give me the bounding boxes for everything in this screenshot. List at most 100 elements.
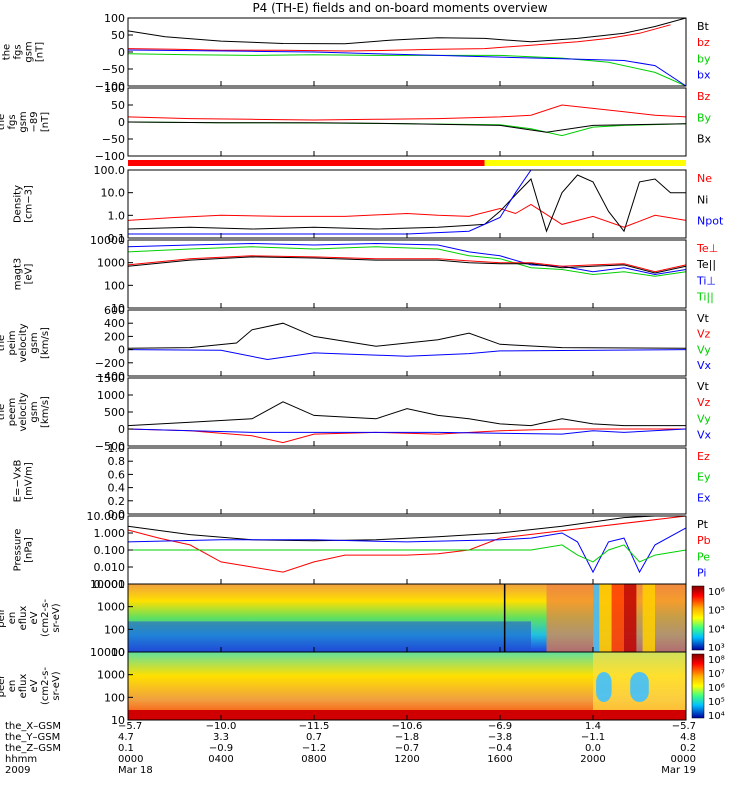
- legend-entry: bz: [697, 36, 710, 49]
- y-tick-label: 10.0: [101, 187, 126, 200]
- y-axis-label-line: gsm: [29, 332, 40, 353]
- spectrogram-band-4: [593, 584, 600, 652]
- y-axis-label-line: the: [2, 44, 13, 60]
- low-energy-band: [128, 621, 531, 652]
- y-tick-label: 1.0: [108, 442, 126, 455]
- legend-entry: Vt: [697, 380, 710, 393]
- spectrogram-band-2: [642, 584, 655, 652]
- spectrogram-blob-1: [630, 672, 649, 702]
- ephemeris-row-label: 2009: [5, 765, 30, 776]
- y-axis-label-line: eflux: [18, 674, 29, 699]
- y-tick-label: 0.4: [108, 482, 126, 495]
- y-tick-label: 100: [104, 12, 125, 25]
- ephemeris-value: −11.5: [299, 721, 330, 732]
- legend-entry: Ez: [697, 450, 710, 463]
- y-tick-label: 0.100: [94, 544, 126, 557]
- y-tick-label: 0.8: [108, 455, 126, 468]
- colorbar-tick-label: 10⁵: [708, 606, 725, 617]
- series-line-Ni: [127, 174, 686, 233]
- legend-entry: Ex: [697, 491, 711, 504]
- ephemeris-value: −0.9: [209, 743, 233, 754]
- ephemeris-value: −0.7: [395, 743, 419, 754]
- panel-eflux_i: 10⁶ 10⁵ 10⁴ 10³ 10000 1000 100 10 thepeireneflux…: [0, 578, 725, 659]
- colorbar-tick-label: 10³: [708, 643, 725, 654]
- legend-entry: Pb: [697, 534, 711, 547]
- y-axis-label: Density [cm−3]: [13, 185, 35, 223]
- y-axis-label: the peem velocity gsm [km/s]: [0, 392, 51, 431]
- ephemeris-row-label: hhmm: [5, 754, 37, 765]
- series-line-Ti||: [127, 246, 687, 277]
- y-axis-label-line: eV: [29, 679, 40, 692]
- y-axis-label-line: magt3: [13, 258, 24, 291]
- y-tick-label: 200: [104, 330, 125, 343]
- colorbar-tick-label: 10⁴: [708, 624, 725, 635]
- colorbar-tick-label: 10⁴: [708, 711, 725, 722]
- series-line-Pi: [127, 527, 687, 574]
- y-tick-label: 100: [104, 279, 125, 292]
- y-tick-label: 0: [118, 116, 125, 129]
- ephemeris-value: −0.4: [488, 743, 512, 754]
- y-tick-label: −50: [102, 63, 125, 76]
- spectrogram-band-0: [599, 584, 612, 652]
- spectrogram-band-3: [611, 584, 624, 652]
- legend-entry: bx: [697, 69, 711, 82]
- y-axis-label-line: the: [0, 335, 7, 351]
- legend-entry: Npot: [697, 215, 724, 228]
- legend-entry: Pi: [697, 567, 706, 580]
- legend-entry: Te⊥: [696, 242, 718, 255]
- y-axis-label: magt3 [eV]: [13, 258, 35, 291]
- colorbar-tick-label: 10⁶: [708, 587, 725, 598]
- legend-entry: Ey: [697, 471, 711, 484]
- mode-bar-slow: [128, 160, 485, 166]
- ephemeris-value: 0.0: [585, 743, 601, 754]
- y-axis-label-line: peer: [0, 674, 7, 698]
- colorbar-tick-label: 10⁵: [708, 697, 725, 708]
- legend-entry: Vy: [697, 343, 711, 356]
- series-line-Pe: [128, 544, 687, 563]
- y-axis-label-line: sr-eV): [51, 603, 62, 632]
- y-axis-label-line: eflux: [18, 606, 29, 631]
- y-tick-label: 0: [118, 46, 125, 59]
- panel-eflux_e: 10⁸ 10⁷ 10⁶ 10⁵ 10⁴ 10000 1000 100 10 thepeerenef…: [0, 646, 725, 727]
- panel-fgs2: 100 50 0 −50 −100 the fgs gsm −89 [nT] Bz By Bx: [0, 82, 712, 163]
- ephemeris-value: 1200: [394, 754, 419, 765]
- legend-entry: Ni: [697, 193, 708, 206]
- y-tick-label: 10000: [90, 578, 125, 591]
- y-tick-label: 1000: [97, 257, 125, 270]
- y-tick-label: −50: [102, 133, 125, 146]
- series-line-Bt: [127, 17, 687, 45]
- y-tick-label: 10000: [90, 646, 125, 659]
- y-tick-label: −100: [95, 80, 125, 93]
- legend-entry: by: [697, 52, 711, 65]
- y-tick-label: 0.0: [108, 508, 126, 521]
- ephemeris-value: 3.3: [213, 732, 229, 743]
- ephemeris-value: Mar 19: [661, 765, 696, 776]
- series-line-Vx: [127, 428, 687, 435]
- ephemeris-value: 0400: [208, 754, 233, 765]
- y-axis-label-line: −89: [29, 111, 40, 132]
- panel-density: 100.0 10.0 1.0 0.1 Density [cm−3] Ne Ni Npot: [13, 164, 724, 245]
- legend-entry: Vy: [697, 412, 711, 425]
- y-tick-label: 500: [104, 406, 125, 419]
- panel-vel2: 1500 1000 500 0 −500 the peem velocity gsm [km/s]…: [0, 372, 712, 453]
- colorbar-eflux_i: 10⁶ 10⁵ 10⁴ 10³: [691, 585, 725, 654]
- y-tick-label: −200: [95, 357, 125, 370]
- panel-background: [128, 88, 686, 156]
- spectrogram-blob-0: [596, 672, 612, 702]
- y-axis-label: thepeirenefluxeV(cm2-s-sr-eV): [0, 599, 62, 637]
- y-tick-label: 1000: [97, 389, 125, 402]
- y-tick-label: 10000: [90, 234, 125, 247]
- y-axis-label-line: [cm−3]: [24, 185, 35, 223]
- y-axis-label-line: [mV/m]: [24, 462, 35, 500]
- series-line-Bx: [127, 121, 687, 133]
- mode-bar-fast: [484, 160, 686, 166]
- y-axis-label-line: sr-eV): [51, 671, 62, 700]
- ephemeris-value: 0.7: [306, 732, 322, 743]
- y-tick-label: −400: [95, 370, 125, 383]
- y-axis-label-line: peim: [7, 330, 18, 355]
- mode-bar: [128, 160, 686, 166]
- legend-entry: Pe: [697, 550, 710, 563]
- spectrogram-eflux_i: [128, 584, 686, 652]
- y-tick-label: 10: [111, 714, 125, 727]
